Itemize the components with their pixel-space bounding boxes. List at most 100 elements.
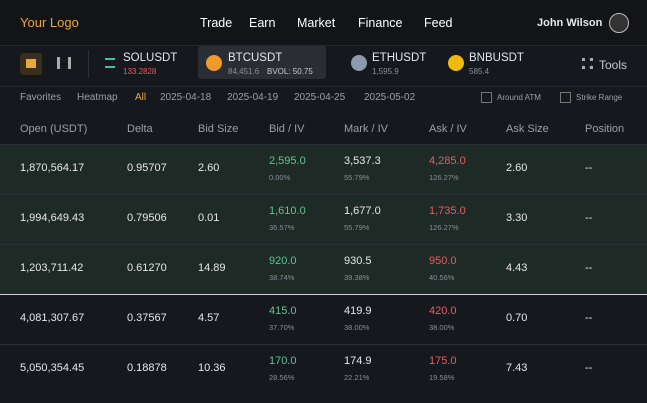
cell-delta: 0.79506 <box>127 212 167 224</box>
cell-open: 1,870,564.17 <box>20 162 85 174</box>
filter-tab[interactable]: 2025-04-19 <box>227 92 279 103</box>
checkbox-label[interactable]: Strike Range <box>576 93 623 102</box>
cell-open: 1,203,711.42 <box>20 262 84 274</box>
cell-ask-size: 3.30 <box>506 212 528 224</box>
nav-link[interactable]: Feed <box>424 16 453 30</box>
cell-ask-iv: 38.00% <box>429 323 455 332</box>
divider <box>88 50 89 78</box>
cell-bid-iv: 36.57% <box>269 223 295 232</box>
cell-ask-size: 0.70 <box>506 312 528 324</box>
cell-delta: 0.61270 <box>127 262 167 274</box>
filter-tab[interactable]: Favorites <box>20 92 62 103</box>
ticker-price: 1,595.9 <box>372 67 399 76</box>
checkbox-label[interactable]: Around ATM <box>497 93 541 102</box>
cell-position: -- <box>585 312 593 324</box>
header <box>0 0 647 45</box>
cell-mark-iv: 38.00% <box>344 323 370 332</box>
cell-ask[interactable]: 420.0 <box>429 305 457 317</box>
cell-ask[interactable]: 1,735.0 <box>429 205 466 217</box>
cell-bid-size: 10.36 <box>198 362 226 374</box>
cell-delta: 0.95707 <box>127 162 167 174</box>
cell-ask[interactable]: 175.0 <box>429 355 457 367</box>
cell-ask-iv: 19.58% <box>429 373 455 382</box>
ticker-price: 133.2828 <box>123 67 157 76</box>
filter-tab[interactable]: Heatmap <box>77 92 118 103</box>
filter-tab[interactable]: All <box>135 92 147 103</box>
avatar[interactable] <box>609 13 629 33</box>
chart-view-button[interactable] <box>57 57 71 69</box>
cell-ask[interactable]: 4,285.0 <box>429 155 466 167</box>
cell-delta: 0.37567 <box>127 312 167 324</box>
coin-icon <box>351 55 367 71</box>
ticker-price: 84,451.6 <box>228 67 260 76</box>
nav-link[interactable]: Trade <box>200 16 233 30</box>
column-header: Ask Size <box>506 123 549 135</box>
ticker-price: 585.4 <box>469 67 490 76</box>
table-row[interactable] <box>0 194 647 244</box>
coin-icon <box>105 58 115 68</box>
filter-tab[interactable]: 2025-04-18 <box>160 92 212 103</box>
column-header: Bid / IV <box>269 123 305 135</box>
table-row[interactable] <box>0 294 647 344</box>
cell-bid-size: 2.60 <box>198 162 220 174</box>
cell-open: 5,050,354.45 <box>20 362 85 374</box>
cell-bid[interactable]: 415.0 <box>269 305 297 317</box>
ticker-vol: BVOL: 50.75 <box>267 67 313 76</box>
cell-bid-size: 0.01 <box>198 212 220 224</box>
cell-delta: 0.18878 <box>127 362 167 374</box>
cell-ask[interactable]: 950.0 <box>429 255 457 267</box>
tools-icon <box>582 58 593 69</box>
cell-mark[interactable]: 1,677.0 <box>344 205 381 217</box>
table-row[interactable] <box>0 244 647 294</box>
nav-link[interactable]: Finance <box>358 16 403 30</box>
cell-mark-iv: 39.38% <box>344 273 370 282</box>
cell-bid[interactable]: 2,595.0 <box>269 155 306 167</box>
tools-button[interactable]: Tools <box>599 58 628 72</box>
checkbox[interactable] <box>481 92 492 103</box>
cell-position: -- <box>585 362 593 374</box>
cell-bid-size: 4.57 <box>198 312 220 324</box>
cell-mark-iv: 55.79% <box>344 173 370 182</box>
table-row[interactable] <box>0 144 647 194</box>
cell-bid-iv: 0.00% <box>269 173 291 182</box>
column-header: Open (USDT) <box>20 123 88 135</box>
grid-view-button[interactable] <box>20 53 42 75</box>
cell-mark[interactable]: 419.9 <box>344 305 372 317</box>
cell-ask-size: 7.43 <box>506 362 528 374</box>
cell-bid[interactable]: 1,610.0 <box>269 205 306 217</box>
user-name[interactable]: John Wilson <box>537 17 603 29</box>
filter-tab[interactable]: 2025-05-02 <box>364 92 416 103</box>
logo[interactable]: Your Logo <box>20 15 79 30</box>
nav-link[interactable]: Market <box>297 16 336 30</box>
cell-mark[interactable]: 174.9 <box>344 355 372 367</box>
cell-open: 4,081,307.67 <box>20 312 85 324</box>
cell-bid[interactable]: 170.0 <box>269 355 297 367</box>
cell-bid[interactable]: 920.0 <box>269 255 297 267</box>
cell-open: 1,994,649.43 <box>20 212 85 224</box>
cell-mark-iv: 55.79% <box>344 223 370 232</box>
ticker-symbol[interactable]: SOLUSDT <box>123 52 178 64</box>
cell-ask-size: 4.43 <box>506 262 528 274</box>
icon <box>26 59 36 68</box>
ticker-symbol[interactable]: BNBUSDT <box>469 52 524 64</box>
nav-link[interactable]: Earn <box>249 16 276 30</box>
column-header: Position <box>585 123 625 135</box>
column-header: Mark / IV <box>344 123 389 135</box>
ticker-symbol[interactable]: ETHUSDT <box>372 52 427 64</box>
checkbox[interactable] <box>560 92 571 103</box>
cell-bid-iv: 38.74% <box>269 273 295 282</box>
column-header: Bid Size <box>198 123 239 135</box>
cell-position: -- <box>585 162 593 174</box>
cell-ask-iv: 126.27% <box>429 223 459 232</box>
cell-bid-iv: 28.56% <box>269 373 295 382</box>
cell-mark[interactable]: 3,537.3 <box>344 155 381 167</box>
cell-position: -- <box>585 212 593 224</box>
ticker-symbol[interactable]: BTCUSDT <box>228 52 283 64</box>
filter-tab[interactable]: 2025-04-25 <box>294 92 346 103</box>
column-header: Delta <box>127 123 153 135</box>
coin-icon <box>206 55 222 71</box>
table-row[interactable] <box>0 344 647 394</box>
cell-mark[interactable]: 930.5 <box>344 255 372 267</box>
cell-ask-size: 2.60 <box>506 162 528 174</box>
